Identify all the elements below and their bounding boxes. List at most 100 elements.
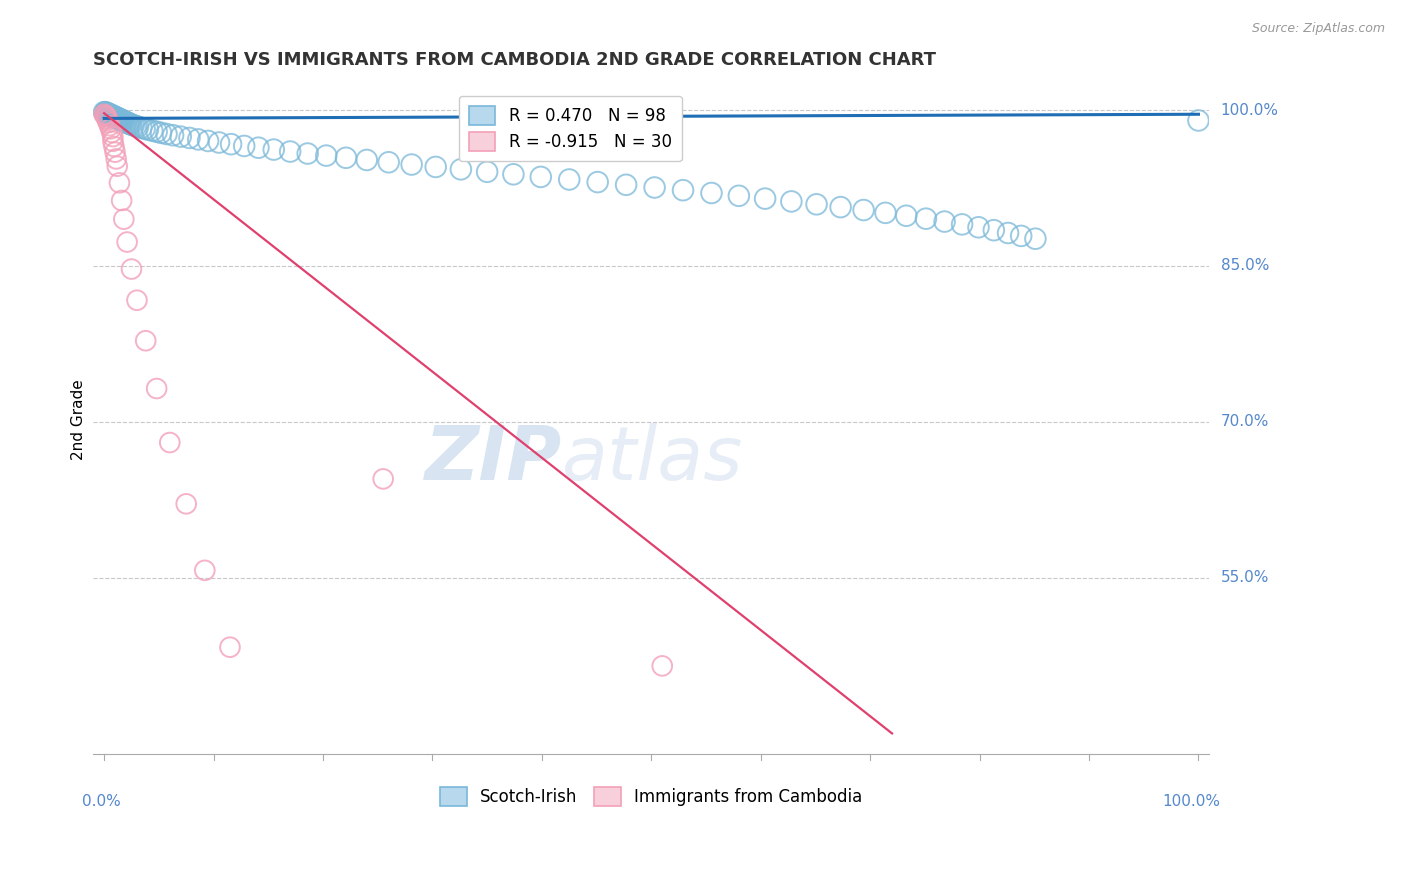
Point <box>558 172 581 186</box>
Point <box>96 105 118 120</box>
Point <box>105 159 128 173</box>
Point <box>111 113 134 128</box>
Point <box>131 120 153 135</box>
Point <box>105 111 128 125</box>
Point <box>852 202 875 217</box>
Point <box>108 112 131 127</box>
Point <box>94 105 117 120</box>
Point <box>136 122 159 136</box>
Point <box>101 125 124 139</box>
Point <box>111 114 134 128</box>
Point <box>105 112 128 126</box>
Point <box>96 106 118 120</box>
Point <box>112 114 135 128</box>
Point <box>117 116 139 130</box>
Point <box>644 180 666 194</box>
Point <box>162 128 184 143</box>
Point <box>373 472 395 486</box>
Text: 100.0%: 100.0% <box>1163 795 1220 809</box>
Point <box>934 214 956 228</box>
Point <box>247 141 270 155</box>
Point <box>141 123 163 137</box>
Point <box>219 640 242 655</box>
Text: ZIP: ZIP <box>425 423 562 496</box>
Point <box>110 112 132 127</box>
Point <box>121 262 143 277</box>
Point <box>174 497 197 511</box>
Point <box>194 563 217 577</box>
Point <box>98 119 121 133</box>
Point <box>104 145 127 160</box>
Point <box>93 105 115 120</box>
Y-axis label: 2nd Grade: 2nd Grade <box>72 379 86 459</box>
Point <box>125 293 148 308</box>
Point <box>356 153 378 167</box>
Point <box>159 435 181 450</box>
Point <box>104 110 127 124</box>
Text: atlas: atlas <box>562 424 744 495</box>
Point <box>335 151 357 165</box>
Text: 70.0%: 70.0% <box>1220 414 1268 429</box>
Point <box>1010 228 1032 243</box>
Point <box>450 162 472 177</box>
Point <box>263 143 285 157</box>
Point <box>122 119 145 133</box>
Point <box>651 659 673 673</box>
Point <box>806 197 828 211</box>
Point <box>96 113 118 128</box>
Point <box>135 334 157 348</box>
Point <box>101 134 124 148</box>
Point <box>830 200 852 214</box>
Point <box>97 107 120 121</box>
Point <box>278 145 301 159</box>
Point <box>101 108 124 122</box>
Point <box>1024 232 1046 246</box>
Point <box>425 160 447 174</box>
Point <box>475 165 498 179</box>
Point <box>101 109 124 123</box>
Point <box>967 220 990 235</box>
Point <box>700 186 723 200</box>
Point <box>530 169 553 184</box>
Point <box>170 129 193 144</box>
Point <box>118 117 141 131</box>
Point <box>111 194 134 208</box>
Point <box>98 108 121 122</box>
Point <box>197 134 219 148</box>
Point <box>875 206 897 220</box>
Point <box>155 127 177 141</box>
Point <box>502 167 524 181</box>
Point <box>915 211 938 226</box>
Point <box>112 212 135 227</box>
Point <box>896 209 918 223</box>
Point <box>127 120 149 134</box>
Point <box>103 109 125 123</box>
Point <box>94 108 117 122</box>
Point <box>107 112 129 126</box>
Point <box>115 115 138 129</box>
Point <box>100 108 122 122</box>
Text: 85.0%: 85.0% <box>1220 259 1268 274</box>
Point <box>97 115 120 129</box>
Point <box>111 113 134 128</box>
Point <box>233 139 256 153</box>
Point <box>120 117 142 131</box>
Point <box>997 226 1019 240</box>
Point <box>101 129 124 144</box>
Point <box>145 125 167 139</box>
Point <box>105 111 128 125</box>
Point <box>121 118 143 132</box>
Point <box>950 218 973 232</box>
Legend: Scotch-Irish, Immigrants from Cambodia: Scotch-Irish, Immigrants from Cambodia <box>433 780 869 813</box>
Point <box>101 109 124 123</box>
Point <box>103 139 125 153</box>
Point <box>297 146 319 161</box>
Text: SCOTCH-IRISH VS IMMIGRANTS FROM CAMBODIA 2ND GRADE CORRELATION CHART: SCOTCH-IRISH VS IMMIGRANTS FROM CAMBODIA… <box>93 51 936 69</box>
Point <box>100 108 122 122</box>
Text: 100.0%: 100.0% <box>1220 103 1278 118</box>
Point <box>96 111 118 125</box>
Point <box>107 112 129 126</box>
Point <box>125 119 148 133</box>
Text: 0.0%: 0.0% <box>82 795 121 809</box>
Point <box>145 382 167 396</box>
